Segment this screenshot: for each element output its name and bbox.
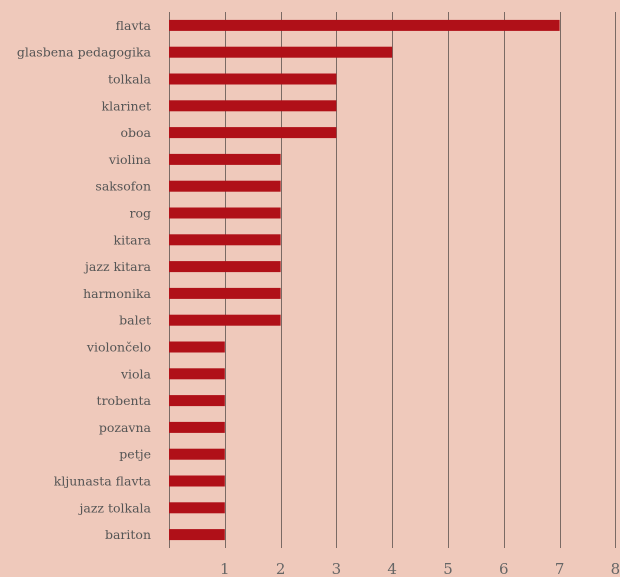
- bar: [169, 475, 225, 487]
- bar: [169, 341, 225, 353]
- category-label: harmonika: [83, 286, 151, 301]
- category-label: petje: [119, 447, 151, 462]
- category-label: violina: [108, 152, 152, 167]
- bar: [169, 46, 393, 58]
- bar: [169, 261, 281, 273]
- category-label: jazz kitara: [83, 259, 151, 274]
- category-label: kitara: [114, 232, 152, 247]
- category-label: saksofon: [95, 179, 151, 194]
- category-label: violončelo: [86, 340, 151, 355]
- category-label: bariton: [105, 527, 151, 542]
- bar: [169, 395, 225, 407]
- x-tick-label: 7: [555, 560, 565, 577]
- bar: [169, 207, 281, 219]
- bar: [169, 287, 281, 299]
- category-label: flavta: [116, 18, 152, 33]
- x-tick-label: 3: [332, 560, 342, 577]
- x-tick-label: 2: [276, 560, 286, 577]
- category-label: rog: [129, 206, 151, 221]
- category-label: glasbena pedagogika: [17, 45, 152, 60]
- category-label: trobenta: [97, 393, 152, 408]
- x-tick-label: 8: [611, 560, 620, 577]
- bar: [169, 180, 281, 192]
- bar: [169, 502, 225, 514]
- category-label: oboa: [120, 125, 151, 140]
- category-label: pozavna: [99, 420, 152, 435]
- category-label: kljunasta flavta: [54, 474, 152, 489]
- bar: [169, 314, 281, 326]
- bar: [169, 448, 225, 460]
- bar: [169, 73, 337, 85]
- category-label: klarinet: [102, 98, 151, 113]
- bar: [169, 100, 337, 112]
- category-label: jazz tolkala: [78, 500, 152, 515]
- bar: [169, 368, 225, 380]
- bar: [169, 127, 337, 139]
- x-tick-label: 5: [443, 560, 453, 577]
- bar: [169, 529, 225, 541]
- bar: [169, 234, 281, 246]
- bar: [169, 153, 281, 165]
- bar: [169, 421, 225, 433]
- category-label: viola: [120, 366, 152, 381]
- bar: [169, 19, 560, 31]
- category-label: balet: [119, 313, 151, 328]
- category-label: tolkala: [108, 72, 152, 87]
- x-tick-label: 6: [499, 560, 509, 577]
- x-tick-label: 4: [387, 560, 397, 577]
- x-tick-label: 1: [220, 560, 230, 577]
